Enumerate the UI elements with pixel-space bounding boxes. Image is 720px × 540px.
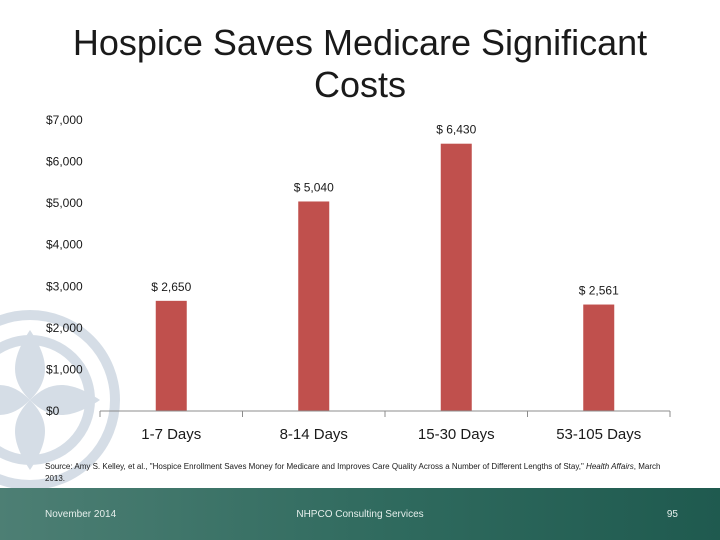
x-tick-label: 15-30 Days [418,426,495,443]
y-tick-label: $6,000 [46,155,83,169]
bar [298,201,330,411]
page-number: 95 [666,509,678,520]
y-axis: $0 $1,000 $2,000 $3,000 $4,000 $5,000 $6,000 $7… [46,113,83,418]
source-journal: Health Affairs [586,462,634,471]
data-label: $ 2,561 [579,284,619,298]
y-tick-label: $1,000 [46,362,83,376]
source-date: , March 2013. [45,462,661,483]
y-tick-label: $2,000 [46,321,83,335]
data-label: $ 6,430 [436,123,476,137]
bar [583,304,615,411]
y-tick-label: $7,000 [46,113,83,127]
x-tick-label: 53-105 Days [556,426,641,443]
y-tick-label: $0 [46,404,60,418]
bar-series: $ 2,650 $ 5,040 $ 6,430 $ 2,561 [151,123,619,411]
x-tick-label: 8-14 Days [280,426,348,443]
y-tick-label: $4,000 [46,238,83,252]
y-tick-label: $3,000 [46,279,83,293]
footer-date: November 2014 [45,509,117,520]
x-axis: 1-7 Days 8-14 Days 15-30 Days 53-105 Days [99,410,671,443]
footer-organization: NHPCO Consulting Services [296,509,424,520]
footer-bar: November 2014 NHPCO Consulting Services … [0,488,720,540]
bar-chart: $0 $1,000 $2,000 $3,000 $4,000 $5,000 $6,000 $7… [46,113,671,443]
nhpco-logo-watermark [0,310,120,490]
source-text: Source: Amy S. Kelley, et al., "Hospice … [45,462,584,471]
x-tick-label: 1-7 Days [141,426,201,443]
bar [440,143,472,411]
y-tick-label: $5,000 [46,196,83,210]
data-label: $ 2,650 [151,280,191,294]
bar [155,300,187,411]
source-citation: Source: Amy S. Kelley, et al., "Hospice … [45,461,675,485]
slide-title: Hospice Saves Medicare Significant Costs [72,22,648,105]
data-label: $ 5,040 [294,180,334,194]
